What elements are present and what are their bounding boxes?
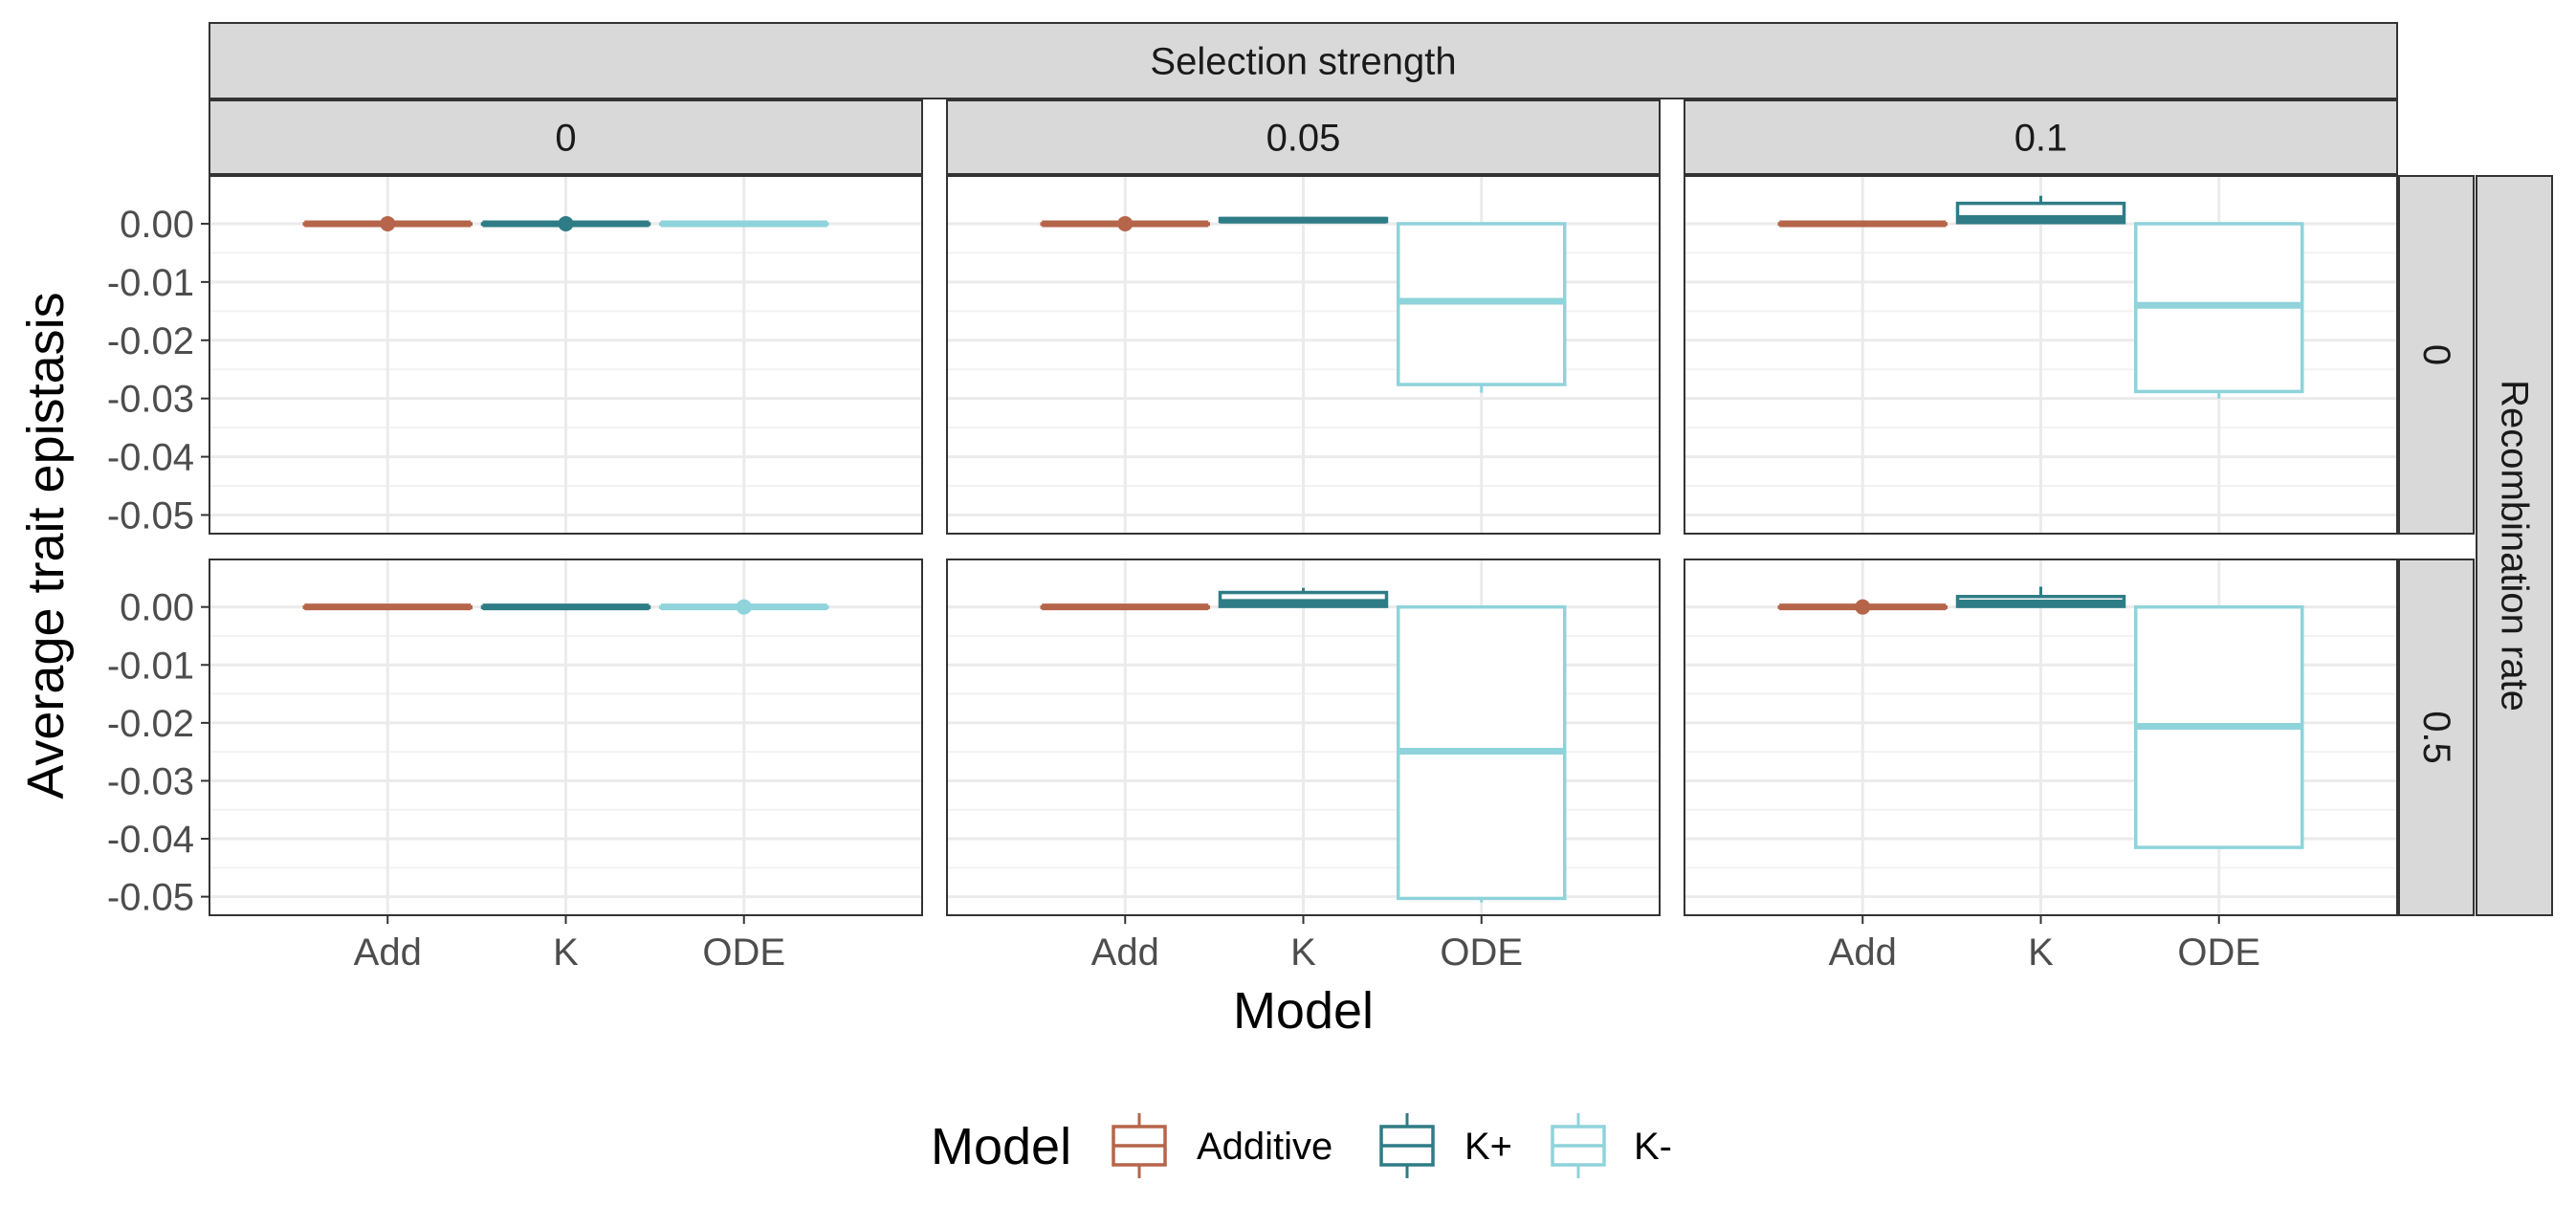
facet-column-strip [209,99,923,175]
outlier-point [1117,215,1134,231]
panel-border [1684,175,2398,535]
facet-column-label: 0.1 [2015,118,2068,160]
panel-border [209,175,923,535]
outlier-point [558,215,574,231]
facet-row-strip [2398,175,2475,535]
x-tick-label: ODE [702,931,785,974]
y-axis-title: Average trait epistasis [17,292,75,799]
x-tick-label: Add [1091,931,1159,974]
facet-row-title-strip [2476,175,2553,916]
y-tick-label: -0.01 [107,645,194,687]
facet-column-label: 0.05 [1266,118,1341,160]
facet-row-label: 0 [2415,344,2457,365]
legend-title: Model [931,1118,1071,1175]
y-tick-label: -0.03 [107,760,194,802]
facet-row-label: 0.5 [2415,711,2457,764]
y-tick-label: -0.02 [107,320,194,362]
facet-row-strip [2398,559,2475,916]
x-axis-title: Model [1233,982,1374,1040]
legend-label: K- [1634,1126,1672,1168]
legend-label: Additive [1197,1126,1332,1168]
x-tick-label: Add [354,931,422,974]
facet-column-label: 0 [555,118,576,160]
y-tick-label: -0.04 [107,819,194,861]
y-tick-label: -0.05 [107,877,194,919]
x-tick-label: ODE [2177,931,2260,974]
panel-border [946,175,1661,535]
facet-row-title: Recombination rate [2494,380,2536,712]
facet-column-title-strip [209,22,2398,99]
x-tick-label: Add [1829,931,1897,974]
outlier-point [380,215,396,231]
y-tick-label: -0.04 [107,437,194,479]
y-tick-label: 0.00 [120,204,194,246]
y-tick-label: -0.02 [107,703,194,745]
legend-label: K+ [1464,1126,1512,1168]
y-tick-label: -0.01 [107,262,194,304]
y-tick-label: 0.00 [120,587,194,629]
facet-column-title: Selection strength [1150,41,1456,83]
y-tick-label: -0.03 [107,379,194,421]
x-tick-label: ODE [1440,931,1523,974]
y-tick-label: -0.05 [107,495,194,537]
x-tick-label: K [2028,931,2054,974]
x-tick-label: K [553,931,579,974]
outlier-point [1855,599,1871,615]
facet-column-strip [946,99,1661,175]
facet-column-strip [1684,99,2398,175]
outlier-point [736,599,752,615]
x-tick-label: K [1290,931,1316,974]
